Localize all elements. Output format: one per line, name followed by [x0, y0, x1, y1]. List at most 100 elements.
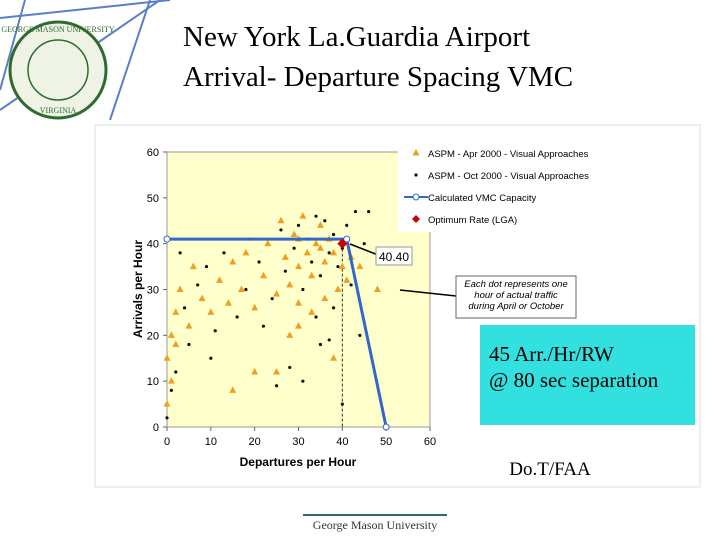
- apr-point: [216, 276, 224, 283]
- apr-point: [303, 248, 311, 256]
- logo-ring: [27, 39, 89, 101]
- oct-point: [340, 402, 344, 406]
- oct-point: [209, 356, 213, 360]
- apr-point: [373, 285, 381, 292]
- apr-point: [286, 280, 294, 288]
- callout-text: 45 Arr./Hr/RW: [489, 342, 614, 366]
- oct-point: [331, 306, 336, 310]
- y-tick-label: 50: [147, 193, 159, 205]
- apr-point: [189, 262, 197, 270]
- point-label-box: [375, 246, 413, 266]
- oct-point: [182, 306, 187, 310]
- apr-point: [308, 271, 316, 279]
- apr-point: [316, 221, 324, 228]
- apr-point: [330, 248, 338, 256]
- apr-point: [207, 308, 215, 315]
- x-tick-label: 20: [249, 436, 261, 448]
- apr-point: [259, 271, 267, 279]
- oct-point: [283, 269, 287, 273]
- oct-point: [327, 251, 331, 255]
- oct-point: [187, 342, 191, 347]
- legend-marker: [414, 173, 418, 177]
- oct-point: [222, 251, 226, 255]
- apr-point: [238, 285, 246, 292]
- apr-point: [172, 308, 180, 315]
- oct-point: [323, 219, 327, 223]
- oct-point: [204, 264, 209, 269]
- logo-text: GEORGE MASON UNIVERSITY: [1, 25, 115, 34]
- legend-label: ASPM - Apr 2000 - Visual Approaches: [428, 149, 589, 160]
- x-tick-label: 40: [336, 436, 348, 448]
- apr-point: [290, 230, 298, 237]
- oct-point: [261, 324, 266, 328]
- oct-point: [301, 287, 305, 292]
- oct-point: [301, 379, 305, 383]
- oct-point: [169, 388, 173, 392]
- legend-marker: [412, 149, 420, 156]
- apr-point: [330, 354, 338, 361]
- apr-point: [167, 331, 175, 338]
- apr-point: [273, 290, 281, 297]
- apr-point: [185, 322, 193, 329]
- chart: 0 10 20 30 40 50 60 0 10 20 30 40 50 60 Departures per…: [131, 140, 695, 480]
- apr-point: [295, 299, 302, 306]
- apr-point: [277, 216, 285, 224]
- logo-text: VIRGINIA: [40, 106, 77, 115]
- oct-point: [314, 214, 318, 218]
- note-box: [455, 275, 577, 319]
- footer: George Mason University: [313, 518, 437, 532]
- x-tick-label: 30: [292, 436, 304, 448]
- apr-point: [286, 331, 294, 338]
- legend-label: Calculated VMC Capacity: [428, 193, 536, 204]
- callout-box: [480, 325, 695, 425]
- apr-point: [264, 239, 272, 247]
- oct-point: [327, 338, 331, 342]
- apr-point: [251, 303, 259, 311]
- source: Do.T/FAA: [509, 459, 591, 480]
- apr-point: [295, 262, 302, 270]
- x-tick-label: 60: [424, 436, 436, 448]
- oct-point: [274, 384, 279, 388]
- oct-point: [367, 209, 371, 214]
- apr-point: [229, 386, 237, 393]
- apr-point: [321, 258, 329, 265]
- apr-point: [321, 294, 329, 302]
- x-tick-label: 10: [205, 436, 217, 448]
- oct-point: [310, 260, 314, 264]
- y-tick-label: 30: [147, 285, 159, 297]
- apr-point: [308, 308, 316, 315]
- apr-point: [312, 239, 320, 247]
- apr-point: [172, 340, 180, 347]
- apr-point: [356, 262, 364, 270]
- oct-point: [336, 264, 340, 269]
- note-text: hour of actual traffic: [474, 290, 558, 301]
- apr-point: [273, 368, 281, 375]
- oct-point: [362, 242, 366, 246]
- apr-point: [163, 400, 171, 407]
- oct-point: [314, 315, 318, 319]
- oct-point: [174, 370, 178, 374]
- x-tick-label: 0: [164, 436, 170, 448]
- apr-point: [338, 262, 346, 270]
- oct-point: [257, 260, 261, 264]
- oct-point: [213, 329, 217, 333]
- apr-point: [316, 244, 324, 251]
- apr-point: [295, 322, 302, 329]
- apr-point: [224, 299, 232, 306]
- y-axis-label: Arrivals per Hour: [131, 240, 145, 338]
- x-axis-label: Departures per Hour: [240, 455, 357, 469]
- apr-point: [251, 368, 259, 375]
- capacity-vertex: [163, 235, 171, 243]
- legend-marker: [412, 215, 420, 223]
- title: Arrival- Departure Spacing VMC: [183, 61, 573, 93]
- oct-point: [318, 342, 323, 347]
- apr-point: [281, 253, 289, 260]
- oct-point: [345, 223, 349, 227]
- oct-point: [288, 365, 292, 370]
- apr-point: [167, 377, 175, 384]
- legend-marker: [412, 193, 420, 201]
- legend: [398, 140, 608, 232]
- oct-point: [270, 297, 274, 301]
- y-tick-label: 0: [153, 422, 159, 434]
